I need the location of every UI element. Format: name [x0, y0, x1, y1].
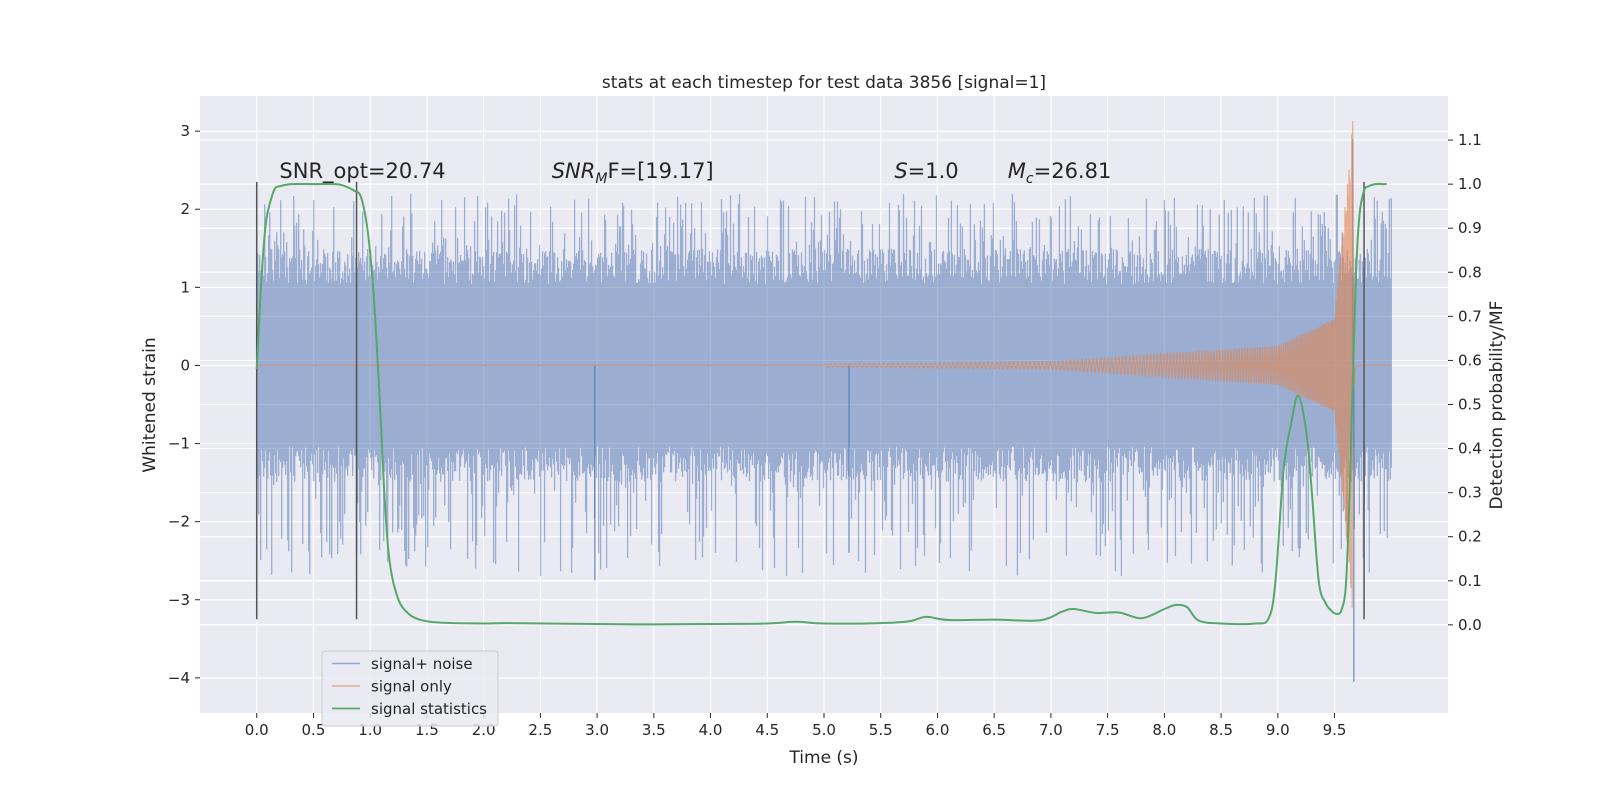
x-tick-label: 6.0	[926, 721, 950, 739]
legend-label-signal-plus-noise: signal+ noise	[371, 655, 473, 673]
x-tick-label: 9.0	[1266, 721, 1290, 739]
legend-frame	[321, 650, 499, 727]
series-signal-statistics	[255, 182, 1387, 626]
legend-label-signal-statistics: signal statistics	[371, 700, 487, 718]
x-tick-label: 5.5	[869, 721, 893, 739]
chart-title: stats at each timestep for test data 385…	[602, 73, 1046, 93]
x-tick-label: 2.5	[528, 721, 552, 739]
y-tick-label: 3	[180, 122, 190, 140]
x-tick-label: 5.0	[812, 721, 836, 739]
signal-only-trace	[256, 120, 1392, 608]
x-tick-label: 3.0	[585, 721, 609, 739]
x-tick-label: 4.0	[699, 721, 723, 739]
legend: signal+ noise signal only signal statist…	[321, 650, 499, 727]
y-right-tick-label: 0.4	[1458, 440, 1482, 458]
series-signal-only	[256, 120, 1392, 608]
tick-labels: 0.0 0.5 1.0 1.5 2.0 2.5 3.0 3.5 4.0 4.5 5.0 5.5 6.0 6…	[168, 122, 1482, 739]
y-right-tick-label: 1.1	[1458, 131, 1482, 149]
y-right-tick-label: 0.6	[1458, 351, 1482, 369]
x-axis-label: Time (s)	[788, 748, 858, 768]
y-tick-label: −2	[168, 513, 190, 531]
y-right-tick-label: 0.1	[1458, 572, 1482, 590]
vertical-markers	[255, 181, 1365, 620]
x-tick-label: 0.5	[302, 721, 326, 739]
y-tick-label: 0	[180, 356, 190, 374]
y-right-tick-label: 1.0	[1458, 175, 1482, 193]
annotations: SNR_opt=20.74 SNRMF=[19.17] S=1.0 Mc=26.81	[279, 159, 1111, 187]
y-right-axis-label: Detection probability/MF	[1487, 301, 1507, 510]
x-tick-label: 7.0	[1039, 721, 1063, 739]
x-tick-label: 8.0	[1152, 721, 1176, 739]
y-axis-label: Whitened strain	[140, 337, 160, 472]
y-right-tick-label: 0.7	[1458, 307, 1482, 325]
x-tick-label: 7.5	[1096, 721, 1120, 739]
annotation-s-value: S=1.0	[894, 159, 958, 183]
y-tick-label: 1	[180, 278, 190, 296]
y-right-tick-label: 0.8	[1458, 263, 1482, 281]
signal-statistics-line	[255, 182, 1387, 626]
legend-label-signal-only: signal only	[371, 678, 452, 696]
y-right-tick-label: 0.0	[1458, 616, 1482, 634]
x-tick-label: 3.5	[642, 721, 666, 739]
x-tick-label: 6.5	[982, 721, 1006, 739]
x-tick-label: 8.5	[1209, 721, 1233, 739]
y-right-tick-label: 0.5	[1458, 396, 1482, 414]
x-tick-label: 9.5	[1323, 721, 1347, 739]
y-tick-label: 2	[180, 200, 190, 218]
x-tick-label: 4.5	[755, 721, 779, 739]
annotation-snr-opt: SNR_opt=20.74	[279, 159, 445, 184]
y-right-tick-label: 0.2	[1458, 528, 1482, 546]
annotation-mc-value: Mc=26.81	[1008, 159, 1112, 187]
y-tick-label: −4	[168, 669, 190, 687]
x-tick-label: 0.0	[245, 721, 269, 739]
y-tick-label: −1	[168, 435, 190, 453]
annotation-snr-mf: SNRMF=[19.17]	[552, 159, 714, 187]
y-right-tick-label: 0.3	[1458, 484, 1482, 502]
y-right-tick-label: 0.9	[1458, 219, 1482, 237]
y-tick-label: −3	[168, 591, 190, 609]
